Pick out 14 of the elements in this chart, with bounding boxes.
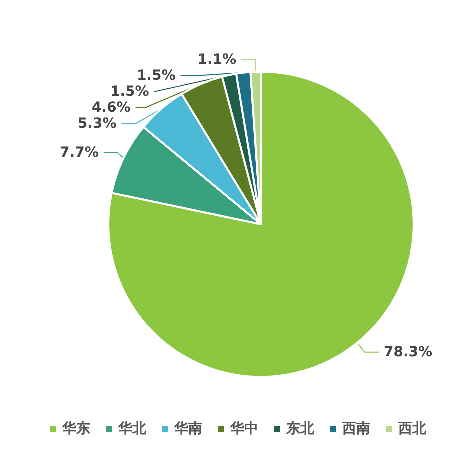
data-label: 1.1% [198, 52, 237, 68]
data-label: 1.5% [110, 84, 150, 100]
legend-label: 华东 [62, 420, 90, 437]
legend-label: 西南 [342, 421, 370, 437]
legend-label: 东北 [286, 420, 316, 437]
data-label: 5.3% [78, 116, 117, 132]
data-label: 1.5% [136, 68, 176, 84]
legend-label: 华北 [118, 421, 148, 437]
data-label: 7.7% [60, 144, 99, 161]
data-label: 78.3% [384, 344, 433, 360]
legend-label: 西北 [398, 421, 428, 437]
legend-label: 华南 [174, 421, 202, 437]
legend-label: 华中 [230, 421, 258, 437]
data-label: 4.6% [92, 100, 131, 116]
